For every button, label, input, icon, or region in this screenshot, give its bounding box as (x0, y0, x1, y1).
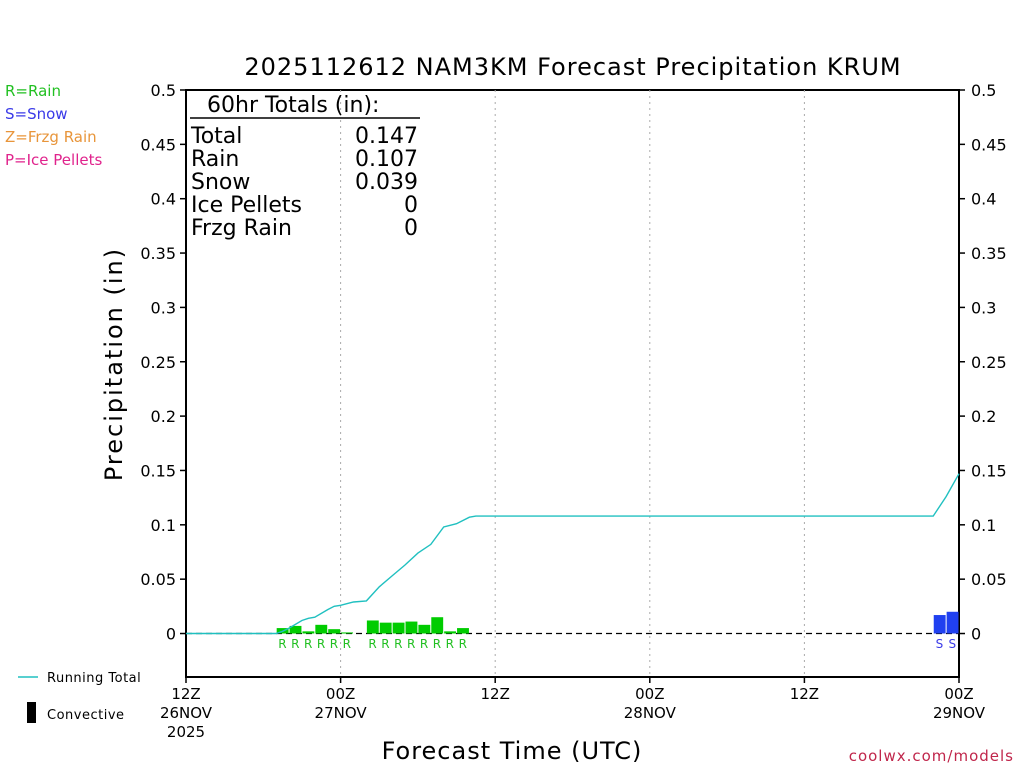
totals-row-label: Snow (191, 170, 250, 195)
precip-type-legend-entry: Z=Frzg Rain (5, 128, 97, 146)
precip-bar (457, 628, 469, 633)
precip-type-marker: R (304, 637, 313, 651)
y-tick-label: 0.35 (140, 244, 176, 263)
x-tick-label: 12Z (790, 685, 819, 703)
x-tick-label: 00Z (326, 685, 355, 703)
precip-type-marker: S (948, 637, 956, 651)
y-tick-label: 0.5 (151, 81, 176, 100)
totals-row-label: Frzg Rain (191, 216, 292, 241)
totals-row-label: Rain (191, 147, 239, 172)
y-tick-label-right: 0.2 (971, 407, 996, 426)
precip-type-marker: S (936, 637, 944, 651)
x-tick-label: 28NOV (624, 704, 677, 722)
totals-row-value: 0.147 (355, 124, 418, 149)
precip-type-marker: R (278, 637, 287, 651)
totals-heading: 60hr Totals (in): (207, 93, 379, 118)
precip-type-legend: R=Rain S=Snow Z=Frzg Rain P=Ice Pellets (5, 82, 102, 169)
running-total-line (186, 474, 959, 634)
y-axis-left: 0 0.05 0.1 0.15 0.2 0.25 0.3 0.35 0.4 0.45 0.5 (140, 81, 186, 644)
y-tick-label-right: 0.4 (971, 190, 996, 209)
precip-type-marker: R (381, 637, 390, 651)
precip-bar (418, 625, 430, 634)
source-credit: coolwx.com/models (849, 747, 1014, 765)
totals-row-label: Total (190, 124, 242, 149)
totals-row-value: 0.039 (355, 170, 418, 195)
chart-title: 2025112612 NAM3KM Forecast Precipitation… (244, 53, 901, 81)
x-tick-label: 12Z (481, 685, 510, 703)
convective-legend-label: Convective (47, 708, 125, 723)
y-tick-label-right: 0.45 (971, 135, 1007, 154)
precip-type-marker: R (317, 637, 326, 651)
precip-bar (431, 617, 443, 633)
y-tick-label: 0.3 (151, 298, 176, 317)
x-tick-label: 00Z (635, 685, 664, 703)
precip-bar (328, 629, 340, 633)
x-tick-label: 26NOV (160, 704, 213, 722)
y-tick-label: 0.15 (140, 461, 176, 480)
y-tick-label: 0.45 (140, 135, 176, 154)
y-tick-label-right: 0.1 (971, 516, 996, 535)
totals-row-value: 0.107 (355, 147, 418, 172)
running-total-legend-label: Running Total (47, 671, 141, 686)
precip-type-legend-entry: R=Rain (5, 82, 61, 100)
precip-bar (341, 632, 353, 633)
y-tick-label-right: 0.25 (971, 353, 1007, 372)
precip-type-marker: R (407, 637, 416, 651)
precip-bar (367, 620, 379, 633)
precip-bar (315, 625, 327, 634)
precip-type-legend-entry: P=Ice Pellets (5, 151, 102, 169)
precip-type-marker: R (420, 637, 429, 651)
precip-bar (444, 631, 456, 633)
totals-row-value: 0 (404, 216, 418, 241)
y-tick-label: 0.25 (140, 353, 176, 372)
precip-type-marker: R (433, 637, 442, 651)
y-tick-label: 0 (166, 625, 176, 644)
y-axis-label: Precipitation (in) (100, 247, 128, 481)
x-tick-label: 00Z (944, 685, 973, 703)
series-legend: Running Total Convective (18, 671, 141, 723)
y-tick-label: 0.1 (151, 516, 176, 535)
precip-bars (277, 612, 959, 634)
precip-bar (947, 612, 959, 634)
precip-type-marker: R (330, 637, 339, 651)
totals-row-value: 0 (404, 193, 418, 218)
precip-type-marker: R (291, 637, 300, 651)
x-tick-label: 29NOV (933, 704, 986, 722)
precip-bar (406, 622, 418, 634)
y-tick-label-right: 0.15 (971, 461, 1007, 480)
precip-type-marker: R (368, 637, 377, 651)
y-tick-label: 0.4 (151, 190, 176, 209)
y-tick-label-right: 0.3 (971, 298, 996, 317)
precip-bar (380, 623, 392, 634)
precip-type-marker: R (394, 637, 403, 651)
precip-type-marker: R (343, 637, 352, 651)
precip-bar (302, 631, 314, 633)
convective-swatch (27, 702, 36, 723)
plot-area-frame (186, 90, 959, 677)
y-tick-label-right: 0 (971, 625, 981, 644)
totals-row-label: Ice Pellets (191, 193, 302, 218)
y-tick-label-right: 0.5 (971, 81, 996, 100)
y-tick-label: 0.2 (151, 407, 176, 426)
x-tick-label: 2025 (167, 723, 205, 741)
y-axis-right: 0 0.05 0.1 0.15 0.2 0.25 0.3 0.35 0.4 0.45 0.5 (959, 81, 1007, 644)
precip-bar (934, 615, 946, 633)
totals-box: 60hr Totals (in): Total 0.147 Rain 0.107 Sno… (190, 93, 420, 241)
x-axis-label: Forecast Time (UTC) (382, 737, 643, 765)
y-tick-label-right: 0.35 (971, 244, 1007, 263)
y-tick-label-right: 0.05 (971, 570, 1007, 589)
x-tick-label: 27NOV (315, 704, 368, 722)
y-tick-label: 0.05 (140, 570, 176, 589)
precip-type-marker: R (446, 637, 455, 651)
x-tick-label: 12Z (171, 685, 200, 703)
precip-bar (393, 623, 405, 634)
precip-type-marker: R (459, 637, 468, 651)
precip-type-legend-entry: S=Snow (5, 105, 68, 123)
